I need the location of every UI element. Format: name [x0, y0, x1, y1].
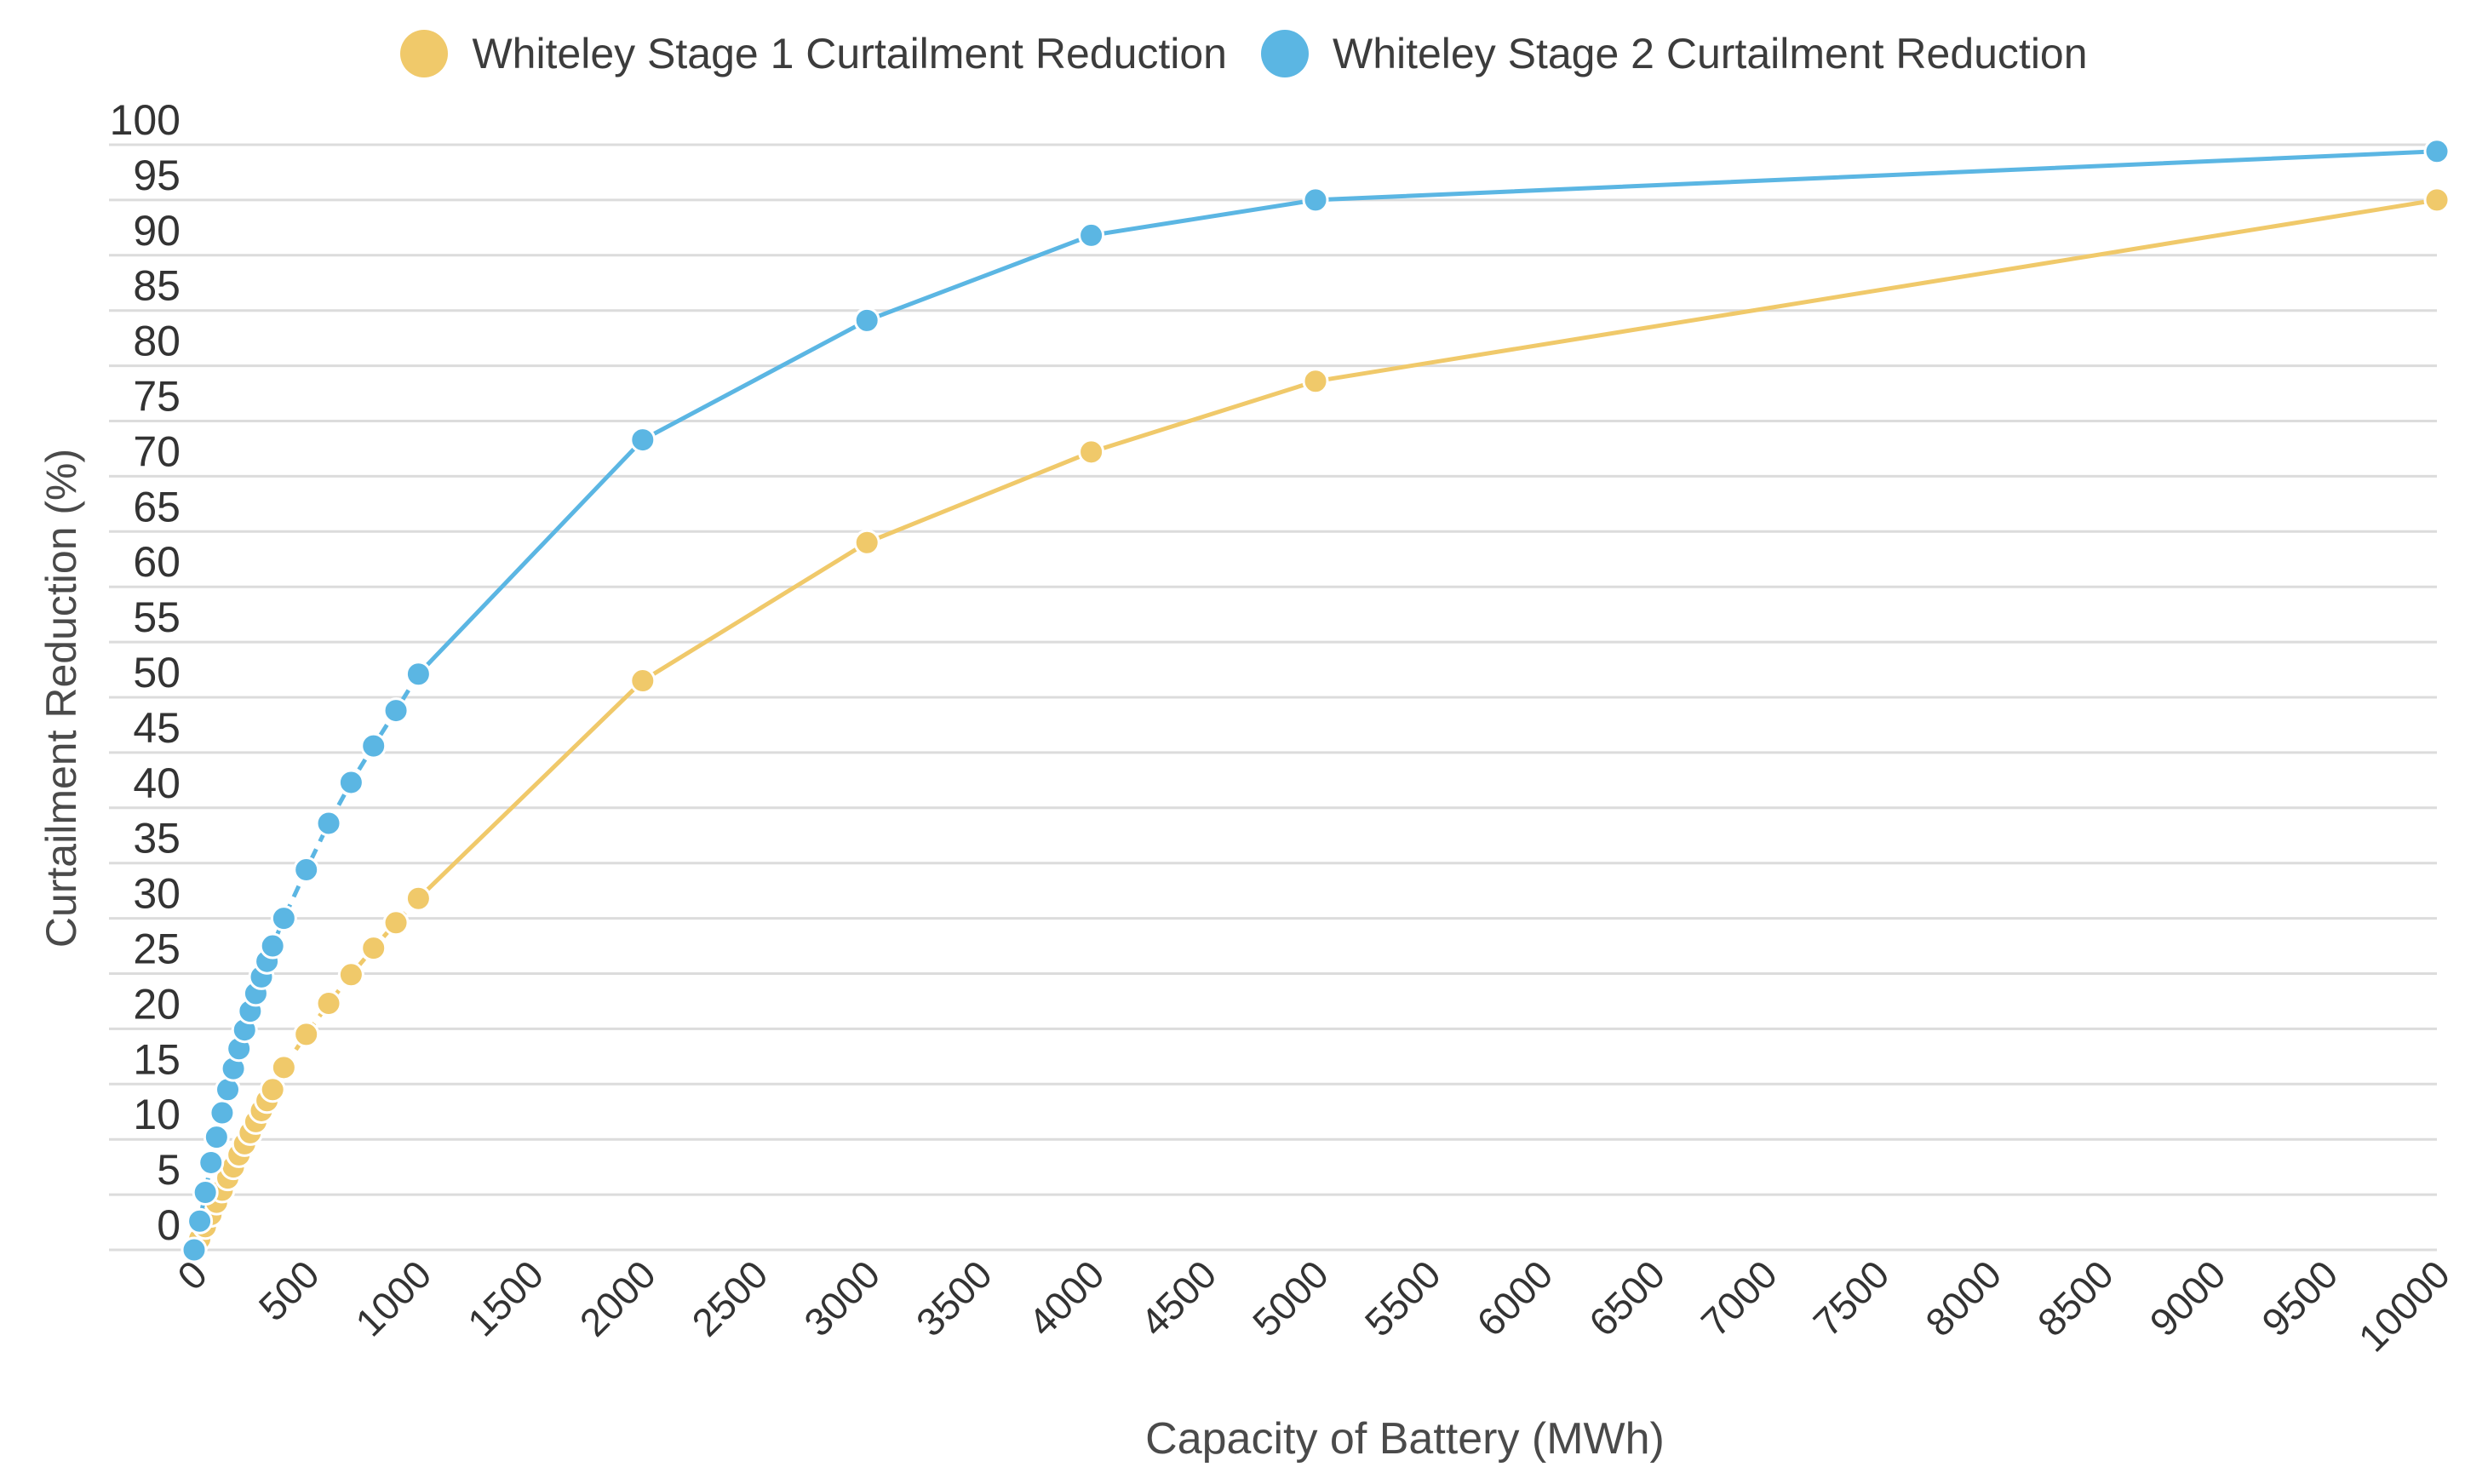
y-tick-35: 35: [133, 815, 181, 862]
series-2-point-350: [259, 932, 286, 960]
series-2-point-4000: [1078, 221, 1105, 249]
series-2-point-0: [181, 1236, 208, 1263]
y-tick-90: 90: [133, 207, 181, 255]
legend-label-stage-2: Whiteley Stage 2 Curtailment Reduction: [1333, 30, 2088, 77]
series-1-point-2000: [629, 668, 656, 695]
y-tick-5: 5: [157, 1146, 181, 1194]
series-group: [181, 138, 2451, 1263]
x-tick-3000: 3000: [795, 1252, 888, 1344]
legend-swatch-stage-2: [1261, 30, 1309, 77]
x-tick-7500: 7500: [1804, 1252, 1897, 1344]
y-tick-10: 10: [133, 1091, 181, 1138]
y-tick-20: 20: [133, 980, 181, 1028]
legend: Whiteley Stage 1 Curtailment Reduction W…: [0, 29, 2488, 78]
y-tick-100: 100: [110, 96, 181, 144]
y-tick-25: 25: [133, 925, 181, 973]
y-tick-30: 30: [133, 870, 181, 918]
grid-lines: [109, 143, 2437, 1252]
series-1-point-5000: [1302, 368, 1329, 395]
x-tick-9500: 9500: [2253, 1252, 2346, 1344]
x-tick-9000: 9000: [2141, 1252, 2234, 1344]
y-tick-55: 55: [133, 593, 181, 641]
x-tick-1500: 1500: [459, 1252, 552, 1344]
series-2-point-100: [203, 1124, 230, 1151]
x-tick-10000: 10000: [2350, 1252, 2458, 1360]
x-tick-8000: 8000: [1917, 1252, 2009, 1344]
series-2-point-700: [337, 769, 364, 796]
y-tick-15: 15: [133, 1035, 181, 1083]
series-2-point-1000: [404, 661, 432, 688]
legend-item-stage-2[interactable]: Whiteley Stage 2 Curtailment Reduction: [1261, 29, 2088, 78]
x-tick-5000: 5000: [1244, 1252, 1337, 1344]
x-tick-5500: 5500: [1356, 1252, 1449, 1344]
x-tick-2000: 2000: [571, 1252, 664, 1344]
series-1-point-4000: [1078, 438, 1105, 466]
series-1-point-350: [259, 1076, 286, 1103]
series-1-point-400: [270, 1054, 297, 1081]
x-tick-labels: 0 500 1000 1500 2000 2500 3000 3500 4000 4500 5000…: [169, 1252, 2458, 1360]
y-tick-60: 60: [133, 538, 181, 586]
series-1: [181, 186, 2451, 1263]
series-1-point-700: [337, 961, 364, 988]
y-tick-45: 45: [133, 704, 181, 752]
series-1-point-900: [382, 909, 410, 937]
legend-swatch-stage-1: [400, 30, 449, 77]
x-tick-8500: 8500: [2029, 1252, 2122, 1344]
x-tick-6500: 6500: [1580, 1252, 1673, 1344]
x-tick-6000: 6000: [1468, 1252, 1561, 1344]
series-2-point-600: [315, 810, 342, 837]
y-tick-85: 85: [133, 262, 181, 310]
series-2-point-500: [293, 856, 320, 883]
y-tick-40: 40: [133, 759, 181, 807]
series-2: [181, 138, 2451, 1263]
y-tick-50: 50: [133, 649, 181, 696]
y-axis-title: Curtailment Reduction (%): [37, 448, 85, 948]
x-tick-500: 500: [250, 1252, 328, 1329]
y-tick-65: 65: [133, 483, 181, 530]
y-tick-95: 95: [133, 152, 181, 199]
x-tick-1000: 1000: [347, 1252, 439, 1344]
x-tick-4500: 4500: [1132, 1252, 1224, 1344]
legend-item-stage-1[interactable]: Whiteley Stage 1 Curtailment Reduction: [400, 29, 1227, 78]
y-tick-70: 70: [133, 427, 181, 475]
series-2-point-3000: [853, 307, 880, 334]
legend-label-stage-1: Whiteley Stage 1 Curtailment Reduction: [472, 30, 1227, 77]
y-tick-75: 75: [133, 373, 181, 421]
series-2-point-900: [382, 697, 410, 725]
series-1-point-10000: [2423, 186, 2451, 214]
series-2-point-10000: [2423, 138, 2451, 165]
y-tick-80: 80: [133, 318, 181, 365]
series-1-point-800: [360, 935, 387, 962]
x-axis-title: Capacity of Battery (MWh): [1145, 1414, 1665, 1464]
series-2-point-800: [360, 732, 387, 759]
y-tick-0: 0: [157, 1201, 181, 1249]
x-tick-7000: 7000: [1693, 1252, 1786, 1344]
series-2-line: [416, 149, 2438, 676]
series-2-point-25: [186, 1207, 214, 1235]
series-1-point-3000: [853, 529, 880, 556]
series-2-point-2000: [629, 427, 656, 454]
series-1-point-600: [315, 990, 342, 1017]
x-tick-2500: 2500: [683, 1252, 776, 1344]
series-2-point-50: [192, 1179, 219, 1206]
series-2-point-400: [270, 905, 297, 932]
x-tick-3500: 3500: [908, 1252, 1000, 1344]
x-tick-4000: 4000: [1020, 1252, 1113, 1344]
series-1-line: [416, 198, 2438, 901]
series-2-point-125: [209, 1099, 236, 1126]
series-1-point-1000: [404, 885, 432, 912]
series-1-point-500: [293, 1021, 320, 1048]
series-2-point-5000: [1302, 186, 1329, 214]
y-tick-labels: 0 5 10 15 20 25 30 35 40 45 50 55 60 65 70 75 80 85 90 95 10…: [110, 96, 181, 1249]
series-2-point-75: [198, 1149, 225, 1176]
